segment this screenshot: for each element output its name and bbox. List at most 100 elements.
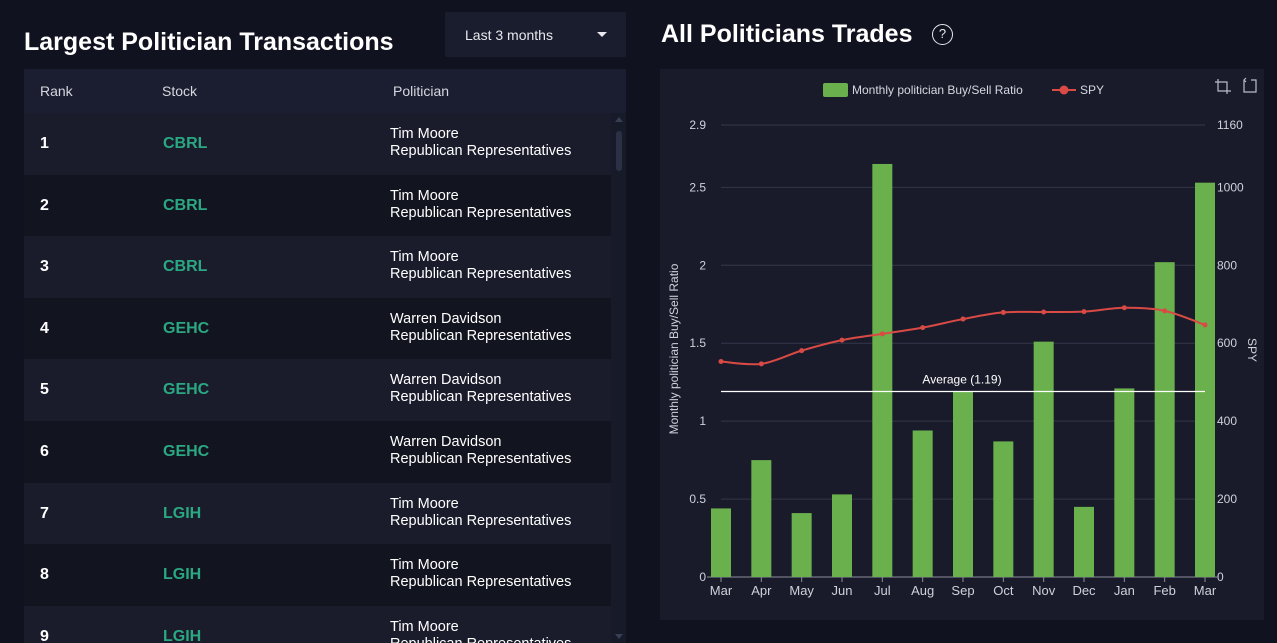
y2-tick-label: 800 [1217,258,1237,272]
table-row[interactable]: 2 CBRL Tim Moore Republican Representatives [24,174,611,237]
row-stock-link[interactable]: LGIH [163,566,202,584]
x-tick-label: Nov [1032,583,1056,598]
row-stock-link[interactable]: LGIH [163,627,202,643]
bar[interactable] [751,460,772,577]
row-rank: 7 [40,504,49,522]
politician-name: Tim Moore [390,618,459,635]
bar[interactable] [1195,182,1215,577]
bar[interactable] [711,508,731,577]
table-row[interactable]: 1 CBRL Tim Moore Republican Representatives [24,113,611,175]
politician-name: Tim Moore [390,126,459,142]
crop-icon[interactable] [1215,79,1231,94]
row-politician: Warren Davidson Republican Representative… [390,372,571,406]
spy-point[interactable] [879,331,885,337]
row-stock-link[interactable]: CBRL [163,135,208,152]
bar[interactable] [1154,262,1175,577]
politician-affiliation: Republican Representatives [390,512,572,529]
bar[interactable] [1074,506,1094,577]
bar[interactable] [872,163,893,577]
bar[interactable] [912,430,933,577]
average-label: Average (1.19) [922,373,1001,387]
table-header: Rank Stock Politician [24,69,626,113]
x-tick-label: Mar [1194,583,1217,598]
spy-point[interactable] [718,359,724,365]
spy-point[interactable] [1081,309,1087,315]
y2-tick-label: 1000 [1217,180,1244,194]
bar[interactable] [953,391,973,577]
help-icon[interactable]: ? [932,24,953,45]
bar[interactable] [791,513,812,577]
politician-affiliation: Republican Representatives [390,389,572,406]
spy-point[interactable] [1041,309,1047,315]
trades-chart-panel: 0 0.5 1 1.5 2 2.5 2.9 0 200 400 600 800 1000 1160 Mar A… [660,69,1264,620]
table-row[interactable]: 6 GEHC Warren Davidson Republican Represent… [24,421,611,483]
row-politician: Warren Davidson Republican Representative… [390,434,571,468]
x-tick-label: Apr [751,583,772,598]
x-tick-label: Jan [1114,583,1135,598]
table-row[interactable]: 7 LGIH Tim Moore Republican Representatives [24,482,611,545]
y-tick-label: 0.5 [689,492,706,506]
column-header-politician[interactable]: Politician [393,83,450,99]
scroll-down-icon[interactable] [615,634,623,639]
table-row[interactable]: 5 GEHC Warren Davidson Republican Represent… [24,359,611,421]
row-rank: 1 [40,135,49,152]
x-tick-label: Jun [832,583,853,598]
spy-point[interactable] [1202,322,1208,328]
table-row[interactable]: 4 GEHC Warren Davidson Republican Represent… [24,297,611,360]
politician-name: Warren Davidson [390,372,502,389]
spy-point[interactable] [960,316,966,322]
y-axis-title: Monthly politician Buy/Sell Ratio [667,263,681,434]
scroll-up-icon[interactable] [615,117,623,122]
row-stock-link[interactable]: GEHC [163,443,210,460]
bar[interactable] [1114,388,1135,577]
column-header-rank[interactable]: Rank [40,83,73,99]
politician-affiliation: Republican Representatives [390,574,572,591]
spy-point[interactable] [839,337,845,343]
y-tick-label: 1.5 [689,336,706,350]
table-row[interactable]: 8 LGIH Tim Moore Republican Representatives [24,544,611,606]
politician-name: Tim Moore [390,249,459,266]
bar[interactable] [993,441,1014,577]
spy-point[interactable] [799,348,805,354]
bar[interactable] [1033,341,1054,577]
y-tick-label: 0 [699,570,706,584]
column-header-stock[interactable]: Stock [162,83,198,99]
row-rank: 5 [40,381,49,399]
row-stock-link[interactable]: GEHC [163,381,210,399]
spy-point[interactable] [920,325,926,331]
spy-point[interactable] [1162,308,1168,314]
x-tick-label: Aug [911,583,934,598]
y2-tick-label: 1160 [1217,118,1243,132]
legend-label-bar[interactable]: Monthly politician Buy/Sell Ratio [852,83,1023,97]
spy-point[interactable] [1000,309,1006,315]
y2-tick-label: 600 [1217,336,1237,350]
politician-affiliation: Republican Representatives [390,327,572,344]
politician-affiliation: Republican Representatives [390,266,572,283]
period-selected-value: Last 3 months [465,26,553,43]
row-stock-link[interactable]: LGIH [163,504,202,522]
y-tick-label: 2 [699,258,706,272]
spy-point[interactable] [1121,305,1127,311]
politician-name: Tim Moore [390,187,459,204]
politician-affiliation: Republican Representatives [390,204,572,221]
bar[interactable] [832,494,852,577]
scrollbar-thumb[interactable] [616,131,622,171]
row-rank: 3 [40,258,49,276]
restore-icon[interactable] [1243,77,1257,93]
table-row[interactable]: 3 CBRL Tim Moore Republican Representatives [24,236,611,298]
row-stock-link[interactable]: CBRL [163,258,208,276]
legend-swatch-bar[interactable] [823,83,848,97]
row-stock-link[interactable]: GEHC [163,319,210,337]
chevron-down-icon [597,32,607,37]
period-dropdown[interactable]: Last 3 months [445,12,626,57]
y-tick-label: 2.9 [689,118,706,132]
row-stock-link[interactable]: CBRL [163,196,208,214]
table-scrollbar[interactable] [611,113,626,643]
spy-point[interactable] [758,361,764,367]
transactions-table: Rank Stock Politician 1 CBRL Tim Moore Repu… [24,69,626,643]
legend-label-spy[interactable]: SPY [1080,83,1104,97]
